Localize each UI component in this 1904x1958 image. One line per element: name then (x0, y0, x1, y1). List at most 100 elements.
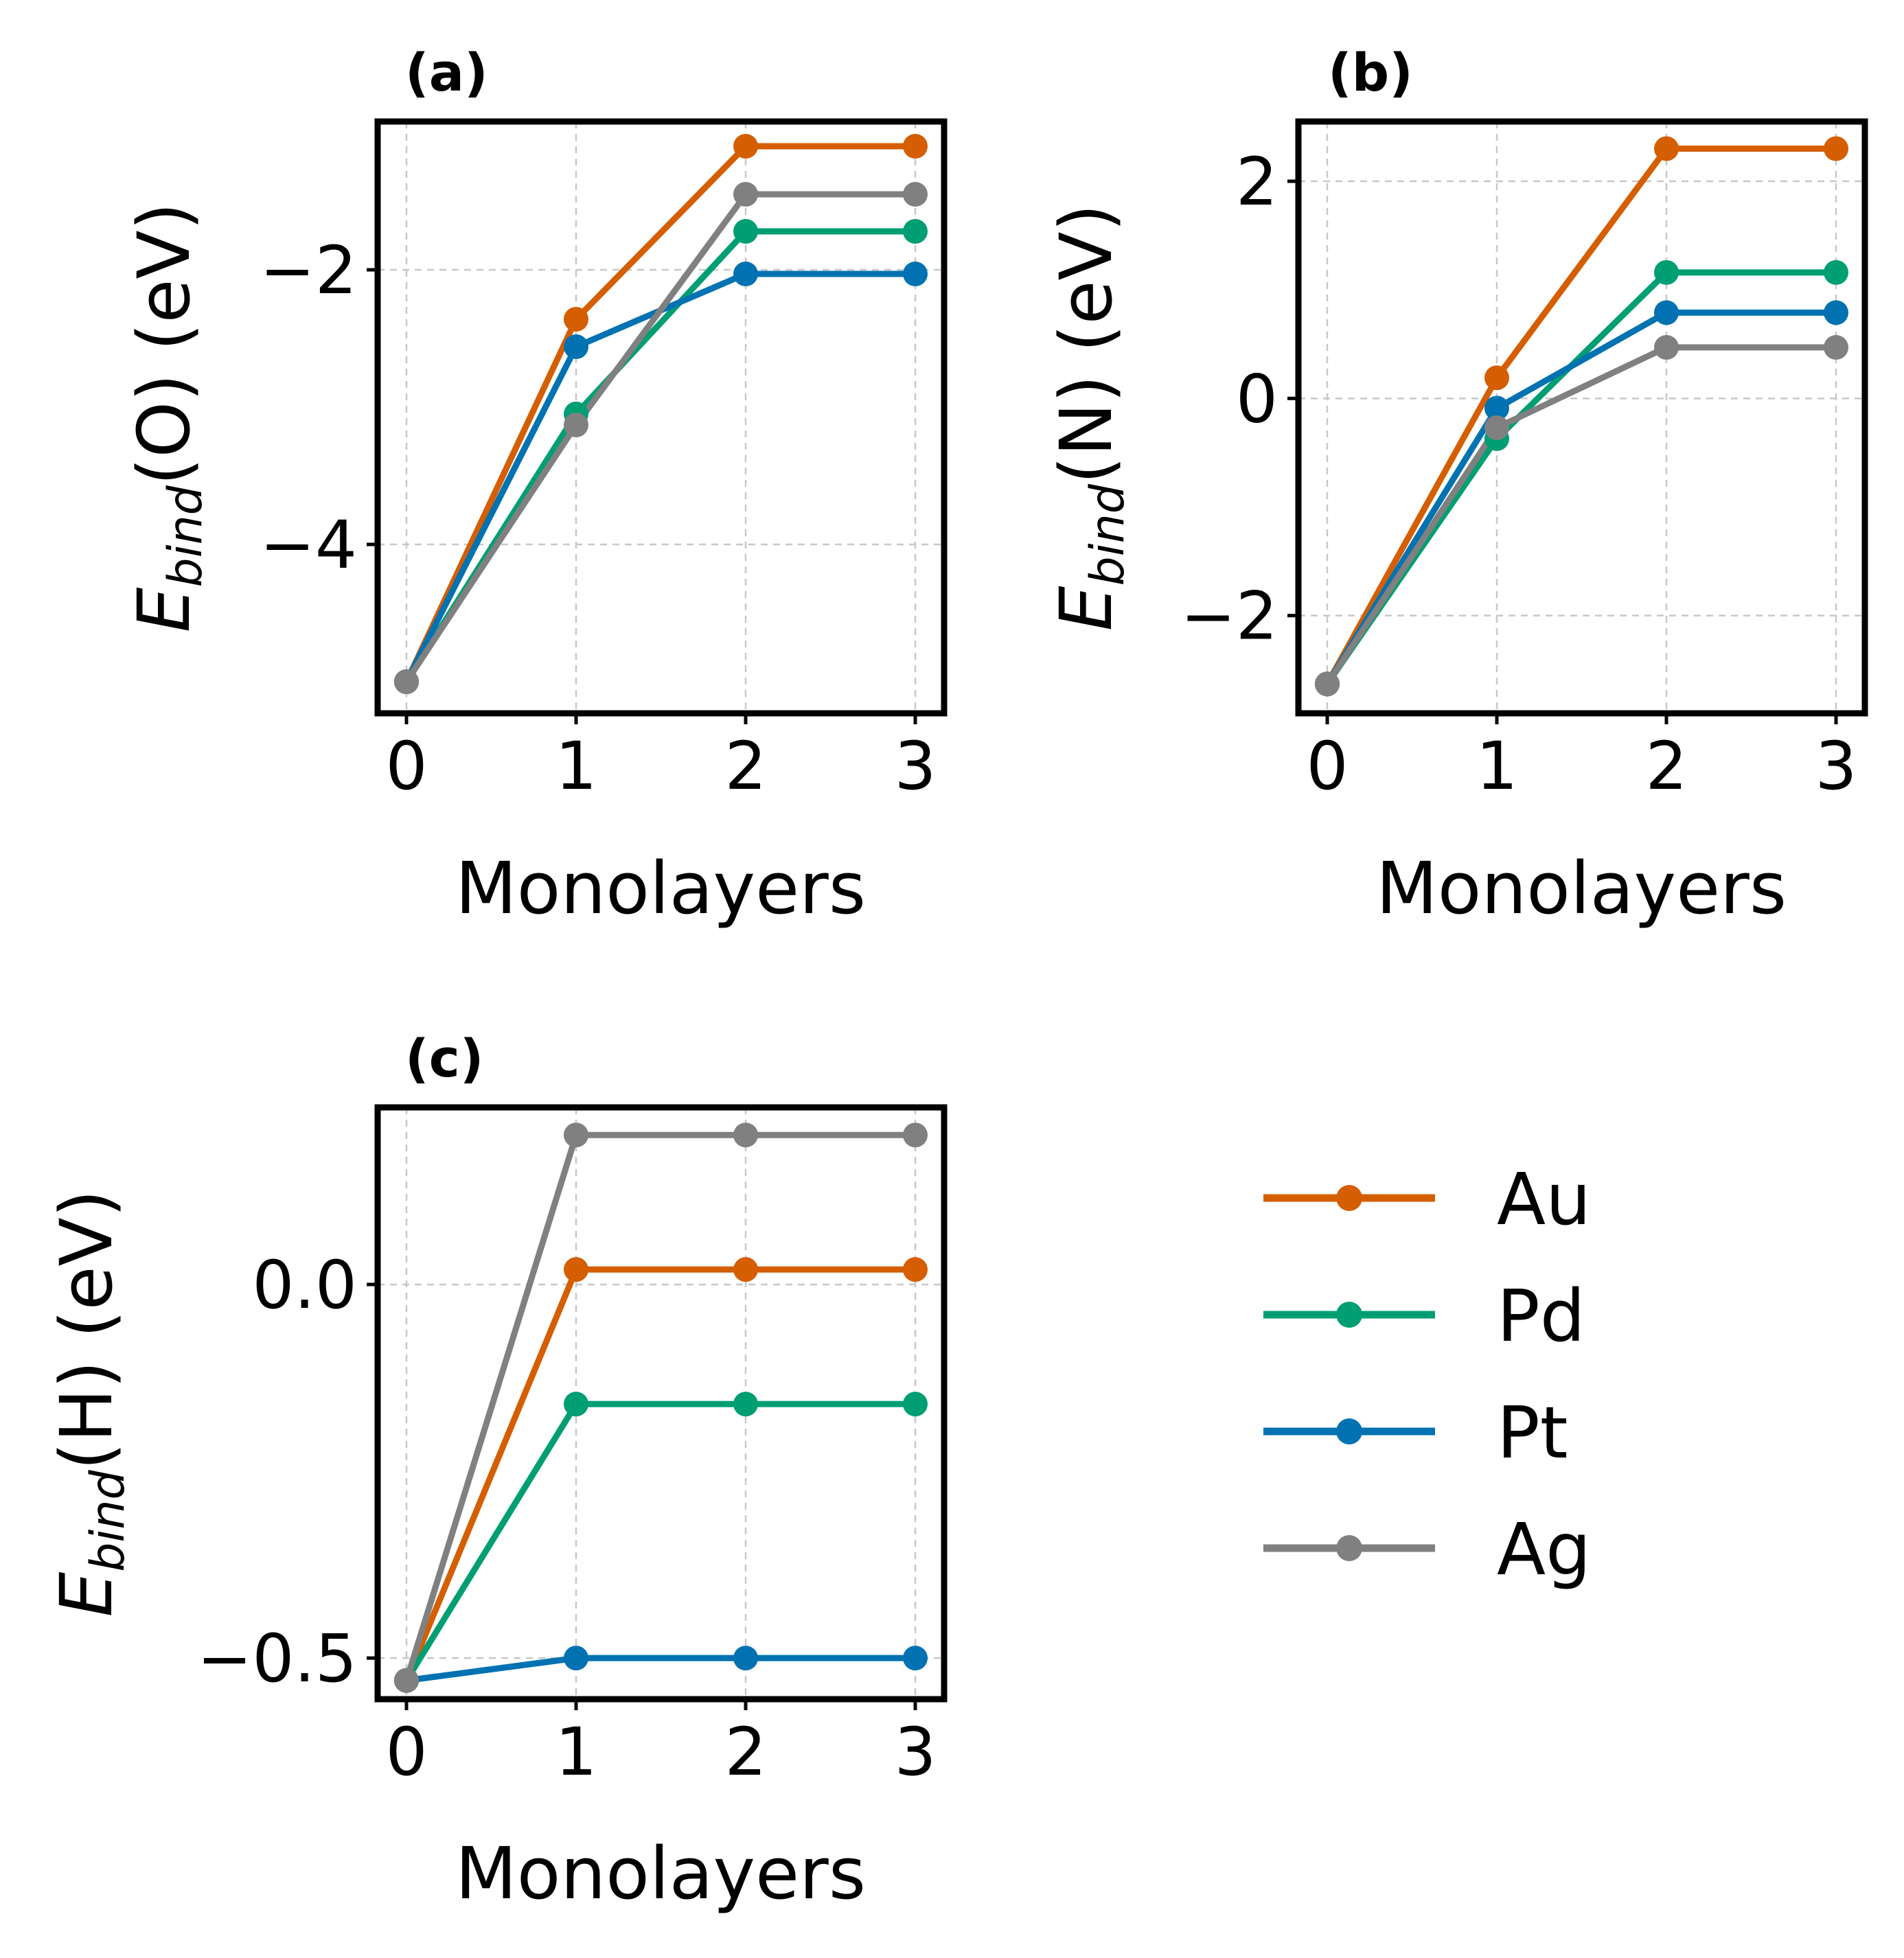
panel-b-ticks: 0 1 2 3 −2 0 2 (1180, 143, 1857, 805)
panel-b-ylabel: Ebind(N) (eV) (1044, 204, 1135, 631)
legend-marker-ag (1336, 1535, 1362, 1561)
panel-c-xtick-label: 3 (894, 1714, 936, 1790)
panel-b-xtick-label: 1 (1476, 728, 1517, 805)
panel-c-point-pd (903, 1392, 928, 1417)
panel-b-series-pd-line (1324, 269, 1839, 687)
panel-a-point-ag (393, 669, 419, 694)
panel-c-point-au (733, 1257, 759, 1282)
panel-b-point-ag (1824, 334, 1849, 360)
panel-a-xtick-label: 1 (555, 728, 597, 805)
panel-c-point-pt (733, 1646, 759, 1671)
panel-c-point-pd (733, 1392, 759, 1417)
panel-c-point-ag (563, 1122, 588, 1148)
panel-c-ytick-label: 0.0 (252, 1247, 357, 1324)
panel-a-point-pd (733, 219, 759, 244)
panel-a-ylabel: Ebind(O) (eV) (122, 203, 213, 632)
panel-b-series-au-line (1324, 146, 1839, 687)
panel-a-series-pt-line (403, 270, 919, 685)
panel-a-point-au (903, 134, 928, 159)
legend-marker-pt (1336, 1418, 1362, 1444)
panel-b-point-pd (1654, 260, 1679, 285)
panel-c-label: (c) (405, 1028, 484, 1089)
panel-a: (a) 0 1 2 3 −4 −2 Monolayers Ebind(O) (eV) (122, 42, 948, 930)
panel-b-point-pt (1824, 300, 1849, 325)
legend-marker-pd (1336, 1302, 1362, 1328)
panel-a-point-ag (903, 182, 928, 207)
panel-c-point-au (903, 1257, 928, 1282)
panel-b-ytick-label: 2 (1236, 143, 1278, 220)
panel-a-xtick-label: 0 (385, 728, 427, 805)
panel-a-series-au-line (403, 143, 919, 685)
panel-b-point-ag (1484, 415, 1509, 441)
panel-c-point-pd (563, 1392, 588, 1417)
panel-c-series (393, 1122, 928, 1693)
legend-label-ag: Ag (1497, 1508, 1591, 1591)
legend-label-pd: Pd (1497, 1274, 1585, 1358)
panel-c-series-ag-line (403, 1131, 919, 1684)
panel-c-point-pt (903, 1646, 928, 1671)
panel-a-point-pt (903, 262, 928, 286)
panel-a-grid (378, 122, 944, 713)
legend-label-au: Au (1497, 1157, 1591, 1241)
panel-a-label: (a) (405, 42, 488, 103)
panel-a-point-pt (563, 334, 588, 359)
panel-b-ytick-label: 0 (1236, 360, 1278, 437)
panel-b-point-au (1824, 136, 1849, 161)
panel-b-point-pt (1654, 300, 1679, 325)
panel-a-ticks: 0 1 2 3 −4 −2 (260, 232, 936, 805)
panel-c-xtick-label: 1 (555, 1714, 597, 1790)
panel-b-xlabel: Monolayers (1376, 846, 1787, 930)
panel-a-ytick-label: −2 (260, 232, 357, 309)
panel-b-ytick-label: −2 (1180, 578, 1278, 655)
panel-c-xlabel: Monolayers (455, 1832, 866, 1915)
panel-c-xtick-label: 0 (385, 1714, 427, 1790)
legend: Au Pd Pt Ag (1263, 1157, 1591, 1591)
panel-a-point-ag (563, 413, 588, 437)
panel-c-ylabel: Ebind(H) (eV) (45, 1190, 135, 1617)
panel-b-series-ag-line (1324, 344, 1839, 687)
panel-c-xtick-label: 2 (724, 1714, 766, 1790)
panel-a-frame (374, 118, 948, 717)
panel-a-xtick-label: 3 (894, 728, 936, 805)
panel-a-point-au (563, 307, 588, 332)
panel-b-point-ag (1654, 334, 1679, 360)
panel-b-grid (1298, 122, 1865, 713)
panel-b-point-au (1484, 365, 1509, 391)
panel-b-point-au (1654, 136, 1679, 161)
panel-c-ytick-label: −0.5 (197, 1620, 357, 1697)
panel-c-series-pd-line (403, 1401, 919, 1684)
panel-a-series-pd-line (403, 228, 919, 685)
panel-a-point-ag (733, 182, 759, 207)
panel-a-xtick-label: 2 (724, 728, 766, 805)
panel-b-point-pt (1484, 395, 1509, 421)
legend-label-pt: Pt (1497, 1391, 1568, 1475)
panel-c-series-pt-line (403, 1655, 919, 1684)
panel-c-ticks: 0 1 2 3 −0.5 0.0 (197, 1247, 937, 1790)
panel-a-series (393, 134, 928, 694)
panel-c: (c) 0 1 2 3 −0.5 0.0 Monolayers Ebind(H) (eV) (45, 1028, 948, 1915)
panel-c-point-au (563, 1257, 588, 1282)
panel-c-point-ag (733, 1122, 759, 1148)
panel-a-xlabel: Monolayers (455, 846, 866, 930)
panel-b-frame (1295, 118, 1868, 717)
legend-marker-au (1336, 1185, 1362, 1211)
panel-b-series-pt-line (1324, 309, 1839, 687)
panel-c-frame (374, 1104, 948, 1703)
panel-b-xtick-label: 2 (1645, 728, 1687, 805)
panel-c-point-ag (903, 1122, 928, 1148)
panel-b-xtick-label: 3 (1815, 728, 1857, 805)
panel-b: (b) 0 1 2 3 −2 0 2 Monolayers Ebind(N) (eV) (1044, 42, 1868, 930)
panel-a-series-ag-line (403, 191, 919, 685)
panel-b-point-pd (1824, 260, 1849, 285)
panel-a-point-pt (733, 262, 759, 286)
panel-a-point-pd (903, 219, 928, 244)
panel-b-series (1314, 136, 1849, 697)
panel-c-series-au-line (403, 1266, 919, 1684)
panel-a-point-au (733, 134, 759, 159)
panel-a-ytick-label: −4 (260, 507, 357, 584)
panel-b-point-ag (1314, 671, 1340, 697)
panel-b-xtick-label: 0 (1306, 728, 1348, 805)
panel-c-point-ag (393, 1668, 419, 1693)
panel-b-label: (b) (1328, 42, 1413, 103)
